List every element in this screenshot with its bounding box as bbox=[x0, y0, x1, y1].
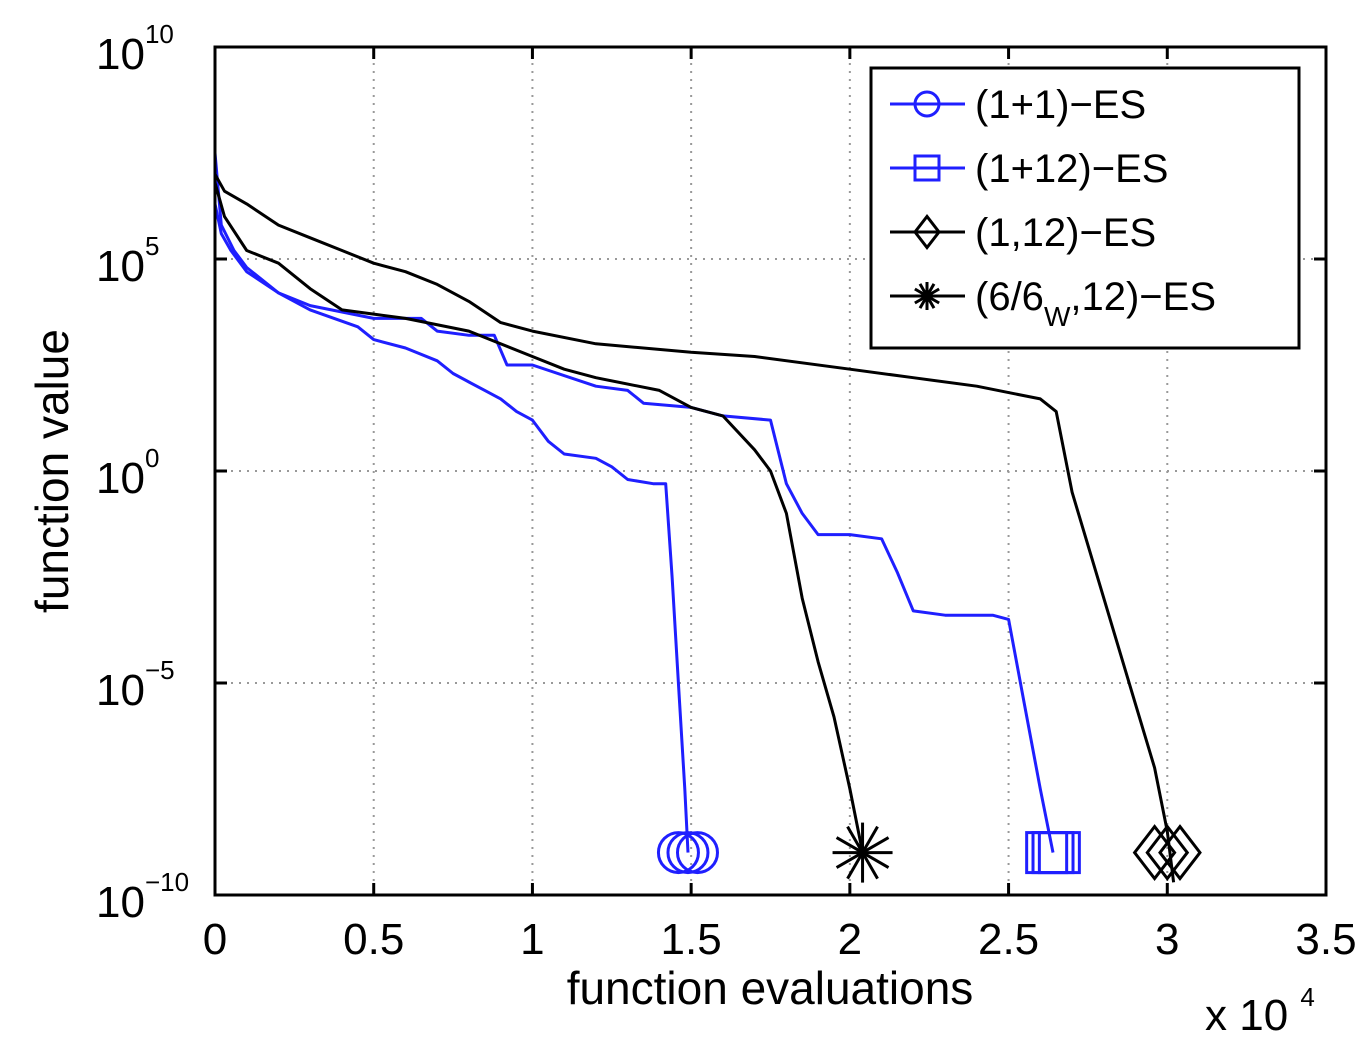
y-axis-label: function value bbox=[26, 329, 78, 613]
x-multiplier-label: x 10 4 bbox=[1205, 982, 1315, 1036]
series-end-marker-3 bbox=[833, 823, 893, 883]
legend-label: (1,12)−ES bbox=[975, 211, 1156, 255]
x-tick-label: 0 bbox=[203, 915, 227, 964]
x-multiplier-base: x 10 bbox=[1205, 991, 1288, 1036]
legend-label: (1+1)−ES bbox=[975, 83, 1146, 127]
x-tick-label: 3.5 bbox=[1295, 915, 1356, 964]
y-tick-label: 10−5 bbox=[96, 655, 175, 715]
series-line-0 bbox=[215, 153, 688, 853]
x-multiplier-exponent: 4 bbox=[1300, 982, 1314, 1012]
x-tick-label: 2.5 bbox=[978, 915, 1039, 964]
y-tick-label: 10−10 bbox=[96, 867, 189, 927]
series-line-3 bbox=[215, 183, 863, 853]
x-axis-label: function evaluations bbox=[567, 962, 974, 1014]
legend-label: (1+12)−ES bbox=[975, 147, 1168, 191]
y-tick-label: 105 bbox=[96, 231, 159, 291]
x-tick-label: 2 bbox=[838, 915, 862, 964]
series-end-marker-2 bbox=[1160, 827, 1200, 879]
y-tick-label: 1010 bbox=[96, 19, 174, 79]
x-tick-label: 1 bbox=[520, 915, 544, 964]
x-tick-label: 3 bbox=[1155, 915, 1179, 964]
legend: (1+1)−ES(1+12)−ES(1,12)−ES(6/6W,12)−ES bbox=[871, 68, 1299, 348]
x-tick-label: 1.5 bbox=[661, 915, 722, 964]
y-tick-label: 100 bbox=[96, 443, 159, 503]
x-tick-label: 0.5 bbox=[343, 915, 404, 964]
